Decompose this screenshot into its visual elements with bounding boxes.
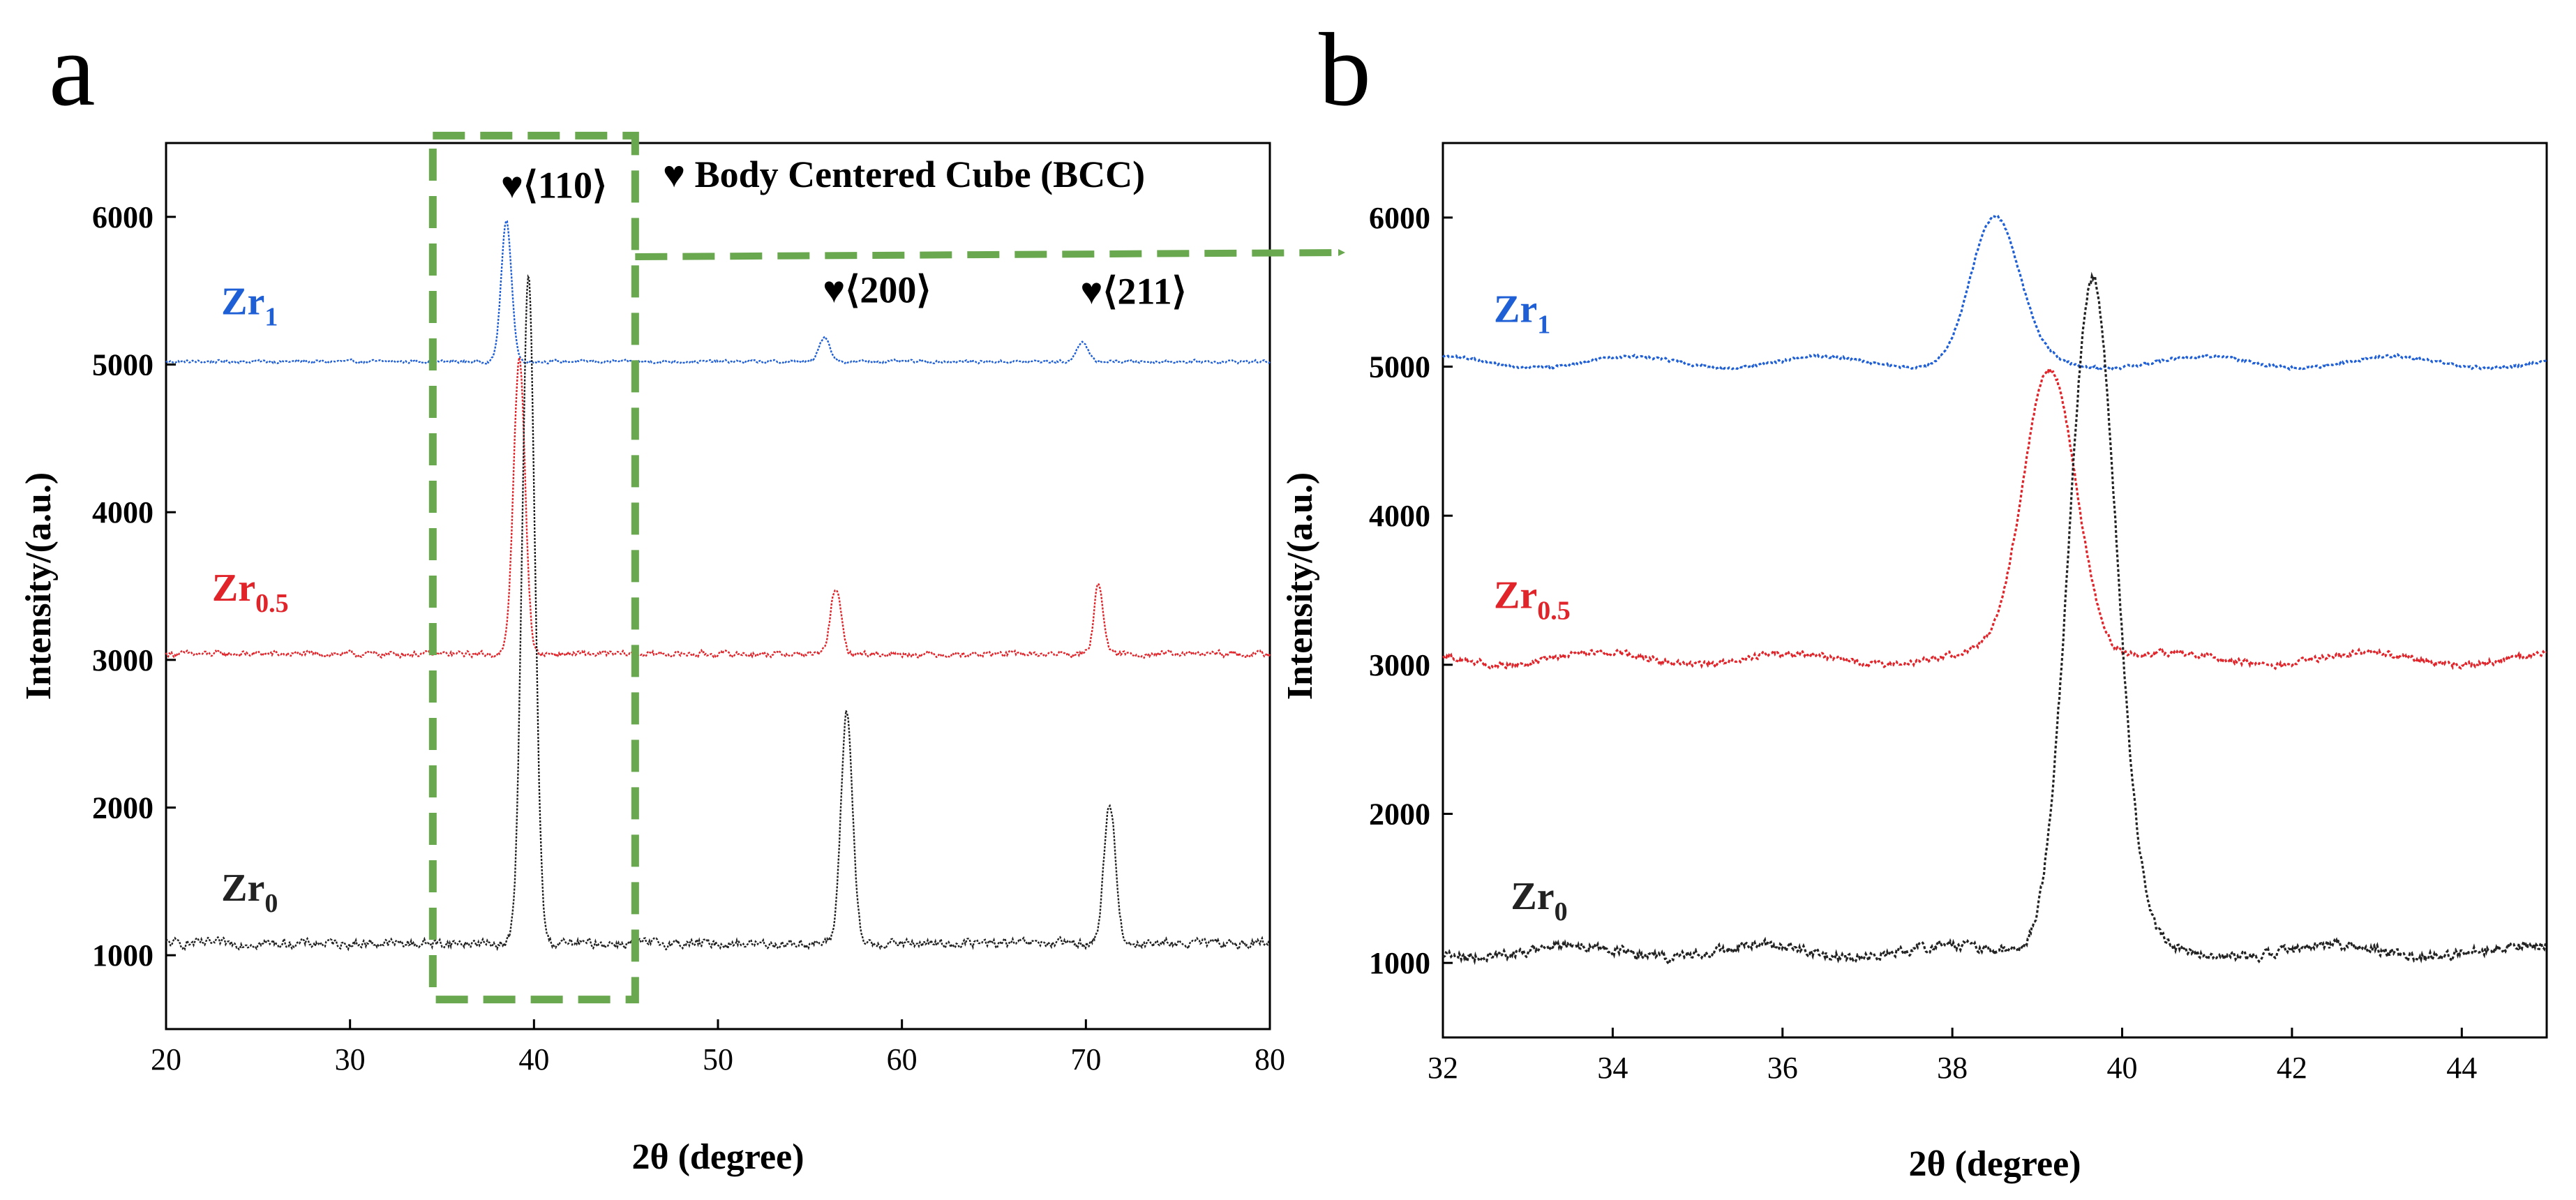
plot-area-frame-b: [1441, 142, 2548, 1039]
series-label-sub: 0: [1555, 897, 1568, 927]
y-tick-label: 5000: [1369, 350, 1430, 384]
y-tick-label: 1000: [1369, 946, 1430, 980]
x-axis-title-b: 2θ (degree): [1908, 1144, 2081, 1184]
series-label-Zr1: Zr1: [1494, 287, 1550, 339]
y-axis-title-b: Intensity/(a.u.): [1280, 472, 1320, 700]
series-line-Zr1: [1441, 214, 2547, 371]
zoom-region-box: [428, 131, 639, 1004]
peak-index-label: ⟨200⟩: [845, 269, 931, 311]
x-tick-label: 40: [518, 1042, 549, 1077]
y-tick-label: 6000: [92, 200, 153, 234]
series-label-sub: 0.5: [255, 589, 289, 618]
y-tick-label: 3000: [92, 643, 153, 677]
series-lines-b: [1441, 214, 2547, 966]
y-tick-label: 2000: [92, 791, 153, 825]
series-label-sub: 1: [1537, 310, 1550, 339]
peak-annotations-a: ♥⟨110⟩♥⟨200⟩ ♥⟨211⟩: [501, 164, 1187, 312]
series-label-main: Zr: [221, 280, 264, 324]
y-tick-label: 2000: [1369, 797, 1430, 832]
peak-annotation: ♥⟨211⟩: [1080, 271, 1186, 313]
x-tick-label: 40: [2107, 1051, 2138, 1085]
x-tick-label: 80: [1255, 1042, 1285, 1077]
y-ticks-b: 1000 2000 3000 4000 5000 6000: [1369, 201, 1453, 980]
y-tick-label: 6000: [1369, 201, 1430, 235]
y-tick-label: 4000: [92, 495, 153, 530]
x-tick-label: 30: [335, 1042, 366, 1077]
y-tick-label: 1000: [92, 938, 153, 973]
series-label-main: Zr: [212, 567, 255, 610]
series-label-main: Zr: [1511, 875, 1554, 918]
legend-note: ♥ Body Centered Cube (BCC): [663, 153, 1145, 195]
series-label-main: Zr: [221, 867, 264, 910]
series-label-Zr0-5: Zr0.5: [212, 567, 289, 618]
y-tick-label: 4000: [1369, 499, 1430, 533]
panel-letter-b: b: [1319, 12, 1371, 128]
y-tick-label: 3000: [1369, 648, 1430, 682]
series-label-sub: 0.5: [1537, 597, 1571, 626]
series-label-main: Zr: [1494, 287, 1537, 331]
peak-annotation: ♥⟨200⟩: [823, 269, 931, 311]
heart-icon: ♥: [663, 153, 685, 195]
series-line-Zr0-5: [1442, 365, 2547, 670]
series-label-sub: 0: [264, 889, 278, 918]
x-tick-label: 70: [1070, 1042, 1101, 1077]
x-ticks-a: 20 30 40 50 60 70 80: [151, 1019, 1285, 1077]
peak-annotation: ♥⟨110⟩: [501, 164, 607, 206]
peak-index-label: ⟨110⟩: [523, 164, 607, 206]
series-label-Zr0: Zr0: [221, 867, 278, 918]
zoom-arrow: [635, 249, 1345, 260]
series-line-Zr0-5: [165, 357, 1271, 659]
x-tick-label: 32: [1428, 1051, 1458, 1085]
x-tick-label: 50: [703, 1042, 733, 1077]
y-tick-label: 5000: [92, 348, 153, 382]
x-tick-label: 42: [2277, 1051, 2307, 1085]
series-line-Zr1: [165, 220, 1271, 365]
series-lines-a: [165, 220, 1271, 952]
series-line-Zr0: [1442, 271, 2547, 966]
heart-icon: ♥: [501, 164, 523, 206]
x-tick-label: 36: [1767, 1051, 1798, 1085]
x-tick-label: 60: [887, 1042, 918, 1077]
x-tick-label: 20: [151, 1042, 181, 1077]
y-axis-title-a: Intensity/(a.u.): [19, 472, 59, 700]
x-ticks-b: 32 34 36 38 40 42 44: [1428, 1028, 2477, 1085]
legend-note-text: Body Centered Cube (BCC): [695, 153, 1146, 195]
x-axis-title-a: 2θ (degree): [631, 1137, 804, 1177]
series-label-Zr0-5: Zr0.5: [1494, 574, 1571, 626]
heart-icon: ♥: [823, 269, 845, 311]
x-tick-label: 44: [2446, 1051, 2477, 1085]
series-label-Zr1: Zr1: [221, 280, 278, 332]
y-ticks-a: 1000 2000 3000 4000 5000 6000: [92, 200, 176, 973]
x-tick-label: 34: [1597, 1051, 1628, 1085]
x-tick-label: 38: [1937, 1051, 1968, 1085]
series-line-Zr0: [165, 273, 1271, 952]
series-label-Zr0: Zr0: [1511, 875, 1567, 927]
panel-letter-a: a: [49, 12, 96, 128]
peak-index-label: ⟨211⟩: [1102, 271, 1186, 313]
series-label-main: Zr: [1494, 574, 1537, 617]
series-label-sub: 1: [264, 303, 278, 332]
heart-icon: ♥: [1080, 271, 1102, 313]
